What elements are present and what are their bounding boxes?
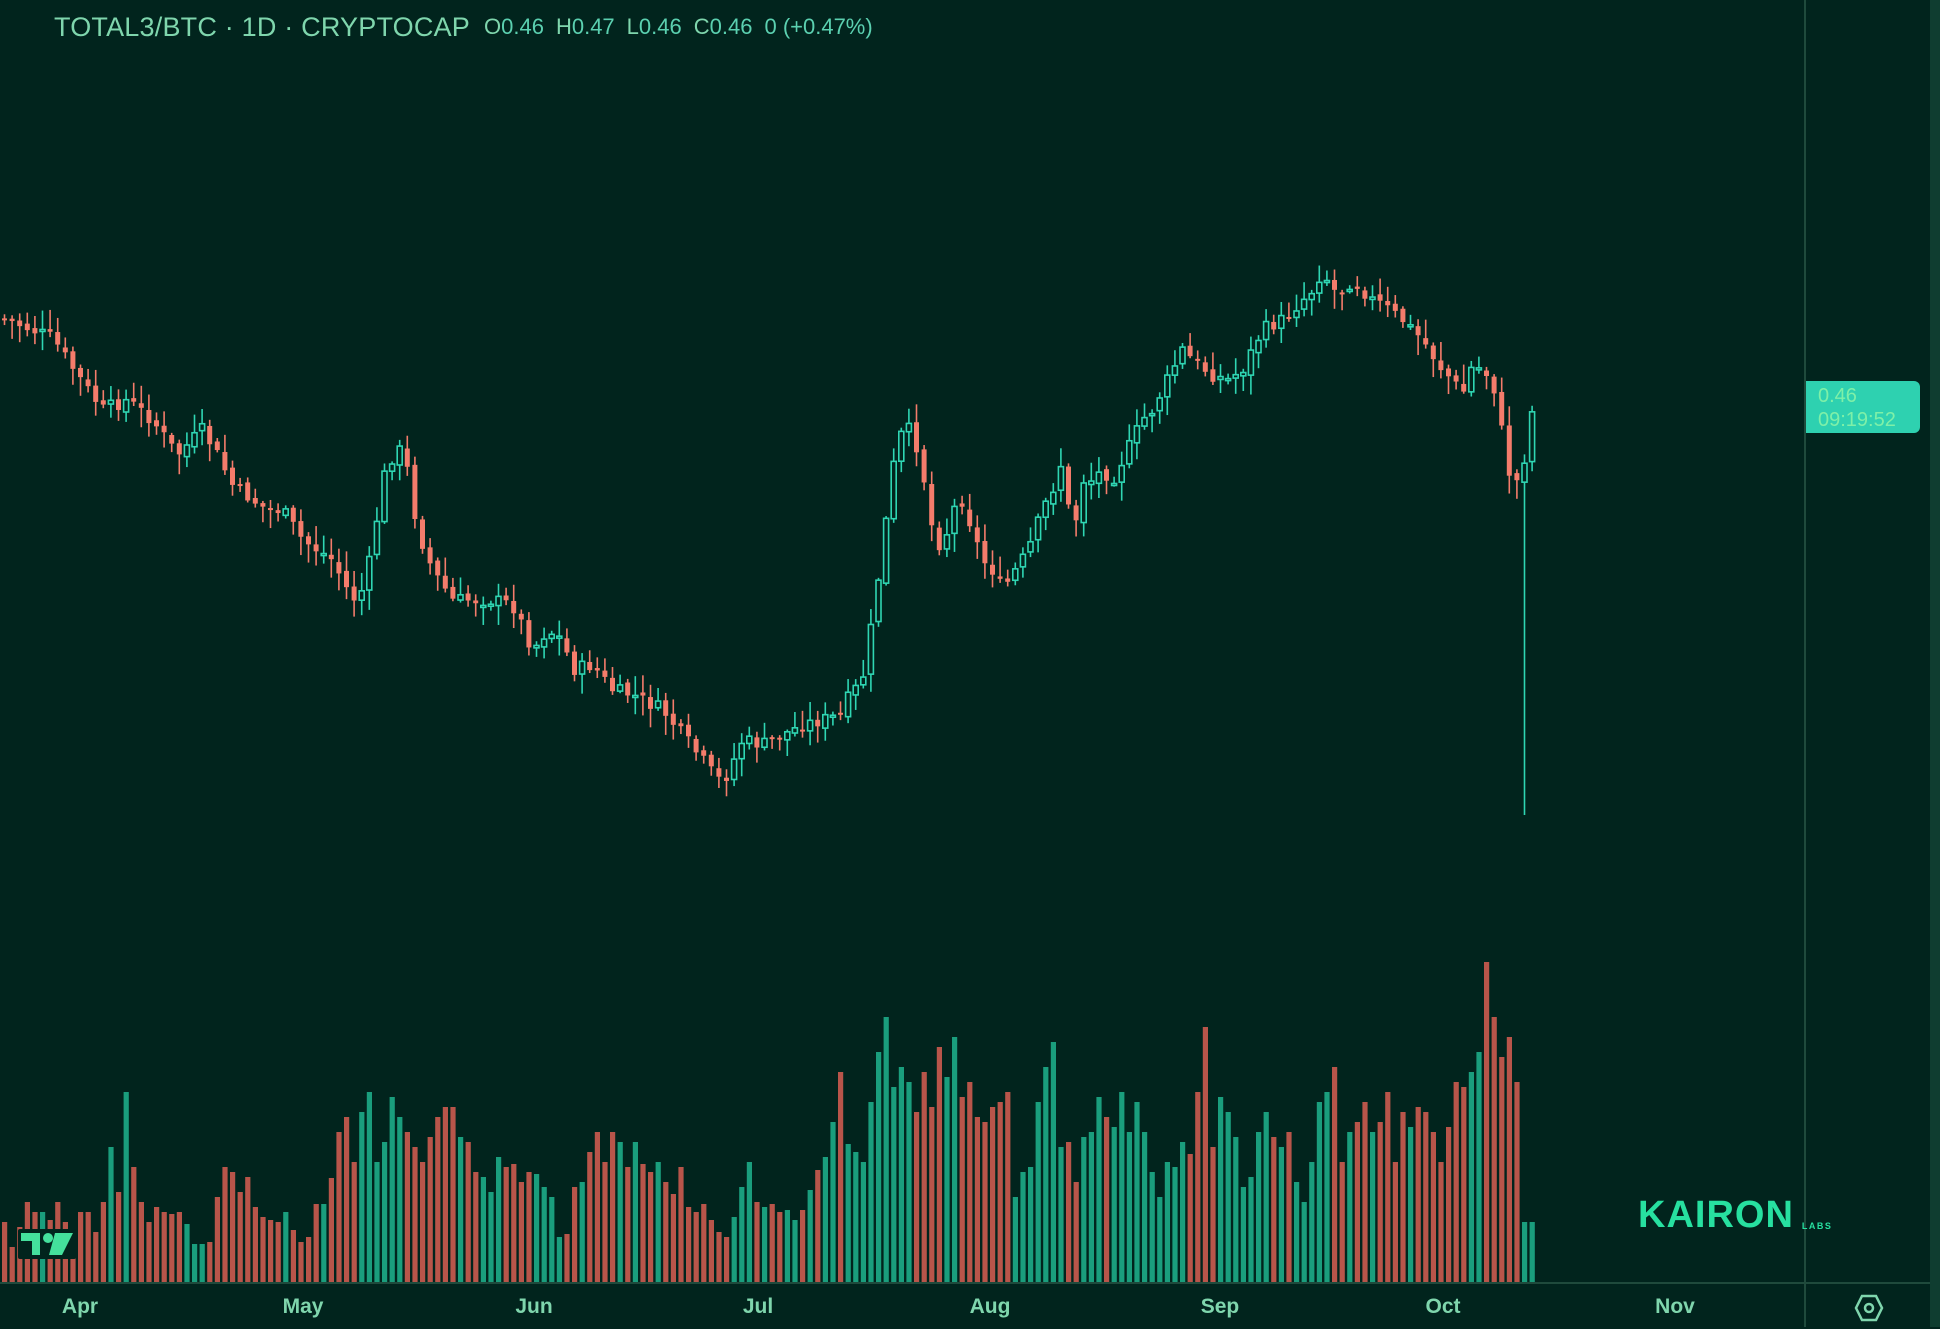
ohlc-values: O0.46 H0.47 L0.46 C0.46 0 (+0.47%) (484, 14, 873, 40)
close-value: C0.46 (693, 14, 753, 39)
bar-countdown: 09:19:52 (1818, 409, 1896, 431)
price-axis[interactable] (1804, 0, 1932, 1282)
month-label-aug: Aug (969, 1295, 1011, 1318)
gear-hexagon-icon[interactable] (1854, 1294, 1884, 1322)
month-label-oct: Oct (1425, 1295, 1461, 1318)
symbol-legend: TOTAL3/BTC · 1D · CRYPTOCAP O0.46 H0.47 … (54, 10, 873, 44)
axis-divider (1804, 1282, 1806, 1327)
month-label-apr: Apr (61, 1295, 99, 1318)
month-label-nov: Nov (1655, 1295, 1695, 1318)
last-price-label: 0.46 09:19:52 (1806, 381, 1920, 433)
open-value: O0.46 (484, 14, 544, 39)
time-axis[interactable] (0, 1282, 1930, 1329)
high-value: H0.47 (555, 14, 615, 39)
tradingview-logo-icon[interactable] (18, 1229, 76, 1259)
month-label-jun: Jun (515, 1295, 553, 1318)
last-price: 0.46 (1818, 385, 1857, 407)
kairon-watermark: KAIRON LABS (1638, 1196, 1832, 1234)
low-value: L0.46 (626, 14, 682, 39)
month-label-jul: Jul (742, 1295, 774, 1318)
month-label-sep: Sep (1200, 1295, 1240, 1318)
change-value: 0 (+0.47%) (764, 14, 873, 39)
candlestick-chart[interactable] (0, 0, 1804, 1282)
watermark-brand: KAIRON (1638, 1194, 1794, 1236)
month-label-may: May (282, 1295, 324, 1318)
right-edge-strip (1930, 0, 1940, 1327)
watermark-sub: LABS (1801, 1221, 1833, 1231)
symbol-title[interactable]: TOTAL3/BTC · 1D · CRYPTOCAP (54, 11, 470, 42)
